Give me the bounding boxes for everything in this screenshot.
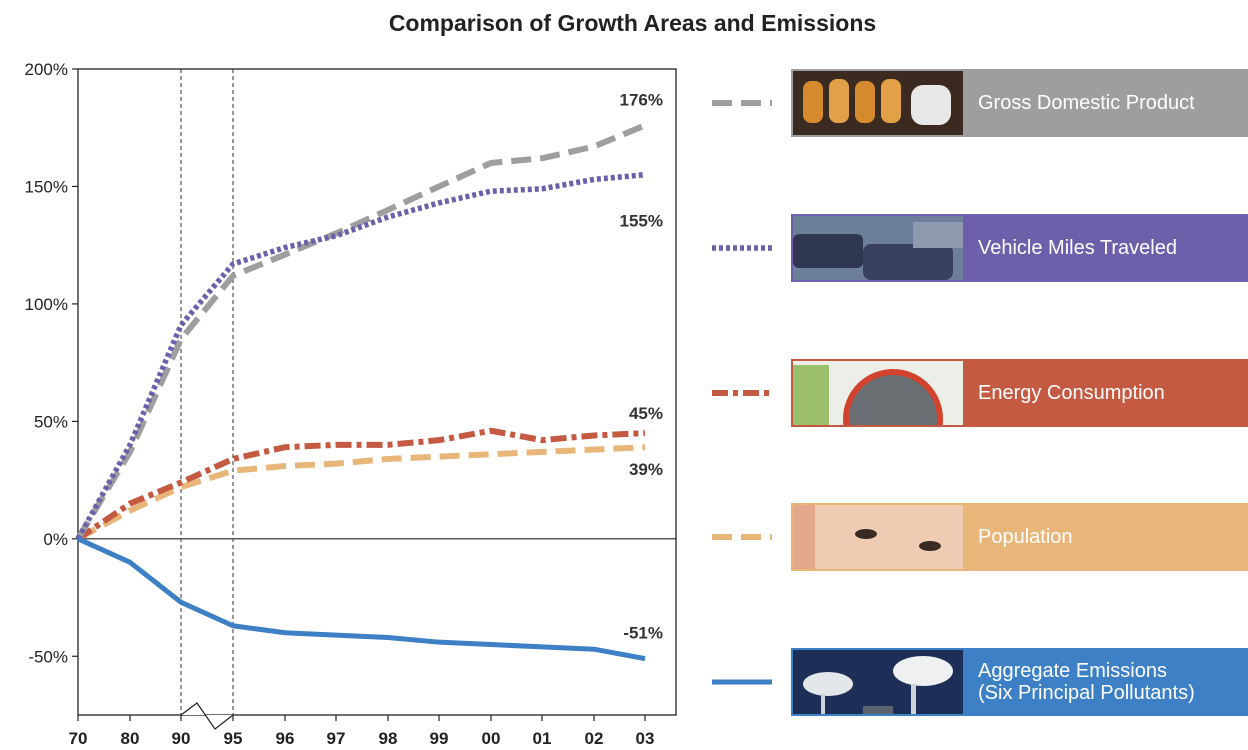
jars-photo-icon <box>793 71 963 135</box>
legend-label-emissions: Aggregate Emissions (Six Principal Pollu… <box>978 660 1195 704</box>
x-tick-label: 95 <box>224 729 243 748</box>
x-tick-label: 01 <box>533 729 552 748</box>
x-tick-label: 97 <box>327 729 346 748</box>
y-tick-label: 0% <box>43 530 68 549</box>
x-tick-label: 00 <box>482 729 501 748</box>
plot-frame <box>77 68 677 716</box>
labels-layer: 176% 155% 45% 39% -51% <box>620 90 663 642</box>
guides <box>180 69 234 730</box>
x-tick-label: 03 <box>636 729 655 748</box>
baby-photo-icon <box>793 505 963 569</box>
legend-label-emissions-line2: (Six Principal Pollutants) <box>978 682 1195 704</box>
traffic-photo-icon <box>793 216 963 280</box>
legend-label-vmt: Vehicle Miles Traveled <box>978 237 1177 259</box>
series-line-energy <box>76 427 646 542</box>
end-label: 155% <box>620 212 663 231</box>
legend-label-energy: Energy Consumption <box>978 382 1165 404</box>
x-tick-label: 80 <box>121 729 140 748</box>
series-line-aggregate <box>76 536 646 662</box>
legend-vmt: Vehicle Miles Traveled <box>791 214 1248 282</box>
y-tick-label: 50% <box>34 412 68 431</box>
end-label: 39% <box>629 460 663 479</box>
axis-break-zigzag <box>180 702 234 730</box>
legend-label-emissions-line1: Aggregate Emissions <box>978 660 1167 682</box>
stove-photo-icon <box>793 361 963 425</box>
series-line-population <box>76 444 646 542</box>
series-line-vehicle <box>75 171 646 541</box>
smokestacks-photo-icon <box>793 650 963 714</box>
x-tick-label: 70 <box>69 729 88 748</box>
legend-gdp: Gross Domestic Product <box>791 69 1248 137</box>
axes: 200% 150% 100% 50% 0% -50% 70 80 90 95 96 97 98 99 00 0… <box>25 60 677 748</box>
legend-population: Population <box>791 503 1248 571</box>
y-tick-label: -50% <box>28 647 68 666</box>
series-line-gross <box>75 122 647 541</box>
series-layer <box>75 122 647 662</box>
end-label: -51% <box>623 624 663 643</box>
x-tick-label: 98 <box>379 729 398 748</box>
y-tick-label: 100% <box>25 295 68 314</box>
chart-title: Comparison of Growth Areas and Emissions <box>388 10 877 36</box>
legend-label-population: Population <box>978 526 1073 548</box>
legend-emissions: Aggregate Emissions (Six Principal Pollu… <box>791 648 1248 716</box>
end-label: 176% <box>620 90 663 109</box>
x-tick-label: 99 <box>430 729 449 748</box>
end-label: 45% <box>629 404 663 423</box>
x-tick-label: 90 <box>172 729 191 748</box>
legend-energy: Energy Consumption <box>791 359 1248 427</box>
y-tick-label: 200% <box>25 60 68 79</box>
x-tick-label: 02 <box>585 729 604 748</box>
y-tick-label: 150% <box>25 177 68 196</box>
x-tick-label: 96 <box>276 729 295 748</box>
legend-label-gdp: Gross Domestic Product <box>978 92 1195 114</box>
